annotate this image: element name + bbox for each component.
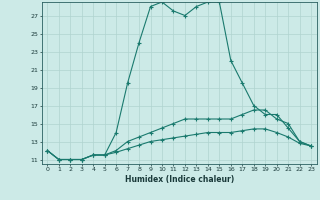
X-axis label: Humidex (Indice chaleur): Humidex (Indice chaleur) [124,175,234,184]
